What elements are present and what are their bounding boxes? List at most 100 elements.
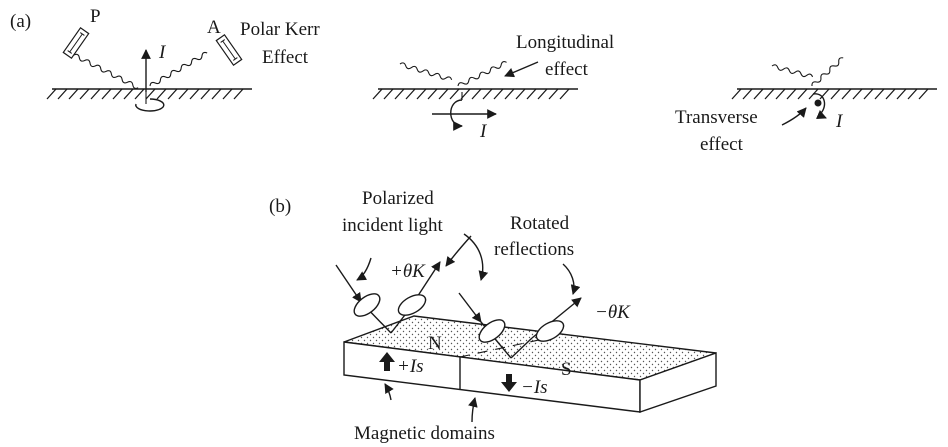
longitudinal-setup: Longitudinal effect I xyxy=(372,32,614,142)
surface-hatch-stroke xyxy=(372,88,383,100)
surface-hatch-stroke xyxy=(438,88,449,100)
surface-hatch-stroke xyxy=(167,88,178,100)
surface-hatch-stroke xyxy=(841,88,852,100)
polar-effect-label-1: Polar Kerr xyxy=(240,19,320,40)
surface-hatch-stroke xyxy=(145,88,156,100)
reflected-wave-longitudinal xyxy=(457,61,507,87)
polar-effect-label-2: Effect xyxy=(262,47,309,68)
surface-hatch-stroke xyxy=(731,88,742,100)
domain-wall-top xyxy=(459,337,549,358)
surface-hatch-stroke xyxy=(211,88,222,100)
longitudinal-label-2: effect xyxy=(545,59,589,80)
surface-hatch-stroke xyxy=(742,88,753,100)
polar-kerr-setup: P A I Polar Kerr Effect xyxy=(46,6,320,112)
polarization-ellipse-reflected-s xyxy=(535,320,565,342)
surface-hatch-stroke xyxy=(874,88,885,100)
panel-b-label: (b) xyxy=(269,196,291,217)
incident-wave-transverse xyxy=(771,64,814,78)
surface-hatch-stroke xyxy=(46,88,57,100)
panel-a: (a) P A xyxy=(10,6,937,155)
magnetic-domains-label: Magnetic domains xyxy=(354,423,495,444)
surface-hatch-stroke xyxy=(786,88,797,100)
surface-hatch-stroke xyxy=(863,88,874,100)
surface-hatch-stroke xyxy=(383,88,394,100)
panel-b: (b) xyxy=(269,188,717,444)
light-paths xyxy=(335,233,582,423)
current-label-longitudinal: I xyxy=(479,121,488,142)
pointer-longitudinal xyxy=(504,61,539,78)
surface-hatch-stroke xyxy=(852,88,863,100)
polarizer-element xyxy=(62,27,90,59)
incident-label-2: incident light xyxy=(342,215,444,236)
surface-hatch-stroke xyxy=(449,88,460,100)
surface-hatch-stroke xyxy=(112,88,123,100)
surface-hatch-stroke xyxy=(482,88,493,100)
analyzer-element xyxy=(215,34,243,66)
transverse-setup: Transverse effect I xyxy=(675,57,937,155)
surface-hatch-stroke xyxy=(222,88,233,100)
surface-hatch-stroke xyxy=(896,88,907,100)
surface-hatch-stroke xyxy=(123,88,134,100)
surface-hatch-stroke xyxy=(515,88,526,100)
surface-hatch-stroke xyxy=(797,88,808,100)
surface-longitudinal xyxy=(372,88,578,100)
theta-plus-label: +θK xyxy=(390,261,426,282)
block-side-face xyxy=(639,352,717,413)
surface-hatch-stroke xyxy=(918,88,929,100)
polarization-ellipse-reflected-n xyxy=(397,294,427,316)
analyzer-label: A xyxy=(207,17,221,38)
surface-hatch-stroke xyxy=(79,88,90,100)
surface-hatch-stroke xyxy=(885,88,896,100)
surface-hatch-stroke xyxy=(101,88,112,100)
surface-hatch-stroke xyxy=(156,88,167,100)
current-label-polar: I xyxy=(158,42,167,63)
reflected-wave-transverse xyxy=(811,57,844,87)
pointer-incident-right xyxy=(445,235,472,267)
surface-hatch-stroke xyxy=(907,88,918,100)
current-label-transverse: I xyxy=(835,111,844,132)
surface-hatch-stroke xyxy=(493,88,504,100)
surface-hatch-stroke xyxy=(134,88,145,100)
magnetic-block xyxy=(343,315,717,413)
current-loop-longitudinal xyxy=(450,99,463,131)
surface-hatch-stroke xyxy=(526,88,537,100)
surface-hatch-stroke xyxy=(57,88,68,100)
polarization-ellipse-incident-s xyxy=(478,319,506,343)
current-loop-polar xyxy=(135,98,165,112)
surface-polar xyxy=(46,88,252,100)
domain-up-arrow xyxy=(379,352,395,371)
surface-hatch-stroke xyxy=(764,88,775,100)
current-plus-label: +Is xyxy=(397,356,424,377)
surface-hatch-stroke xyxy=(200,88,211,100)
magnetization-dot-transverse xyxy=(814,99,822,107)
transverse-label-2: effect xyxy=(700,134,744,155)
surface-hatch-stroke xyxy=(830,88,841,100)
pointer-transverse xyxy=(781,107,807,126)
surface-hatch-stroke xyxy=(504,88,515,100)
current-minus-label: −Is xyxy=(521,377,548,398)
pointer-domain-left xyxy=(384,383,394,401)
domain-s-label: S xyxy=(561,359,572,380)
incident-label-1: Polarized xyxy=(362,188,434,209)
surface-hatch-stroke xyxy=(537,88,548,100)
surface-hatch-stroke xyxy=(548,88,559,100)
incident-wave-longitudinal xyxy=(399,62,453,80)
surface-hatch-stroke xyxy=(394,88,405,100)
reflected-wave-polar xyxy=(149,51,208,87)
incident-wave-polar xyxy=(73,53,139,89)
surface-hatch-stroke xyxy=(405,88,416,100)
rotated-label-1: Rotated xyxy=(510,213,570,234)
panel-a-label: (a) xyxy=(10,11,31,32)
longitudinal-label-1: Longitudinal xyxy=(516,32,614,53)
domain-n-label: N xyxy=(428,333,442,354)
surface-hatch-stroke xyxy=(189,88,200,100)
reflected-ray-s-lower xyxy=(510,337,533,359)
pointer-rotated-right xyxy=(562,263,581,295)
surface-hatch-stroke xyxy=(471,88,482,100)
rotated-label-2: reflections xyxy=(494,239,574,260)
surface-hatch-stroke xyxy=(819,88,830,100)
theta-minus-label: −θK xyxy=(595,302,631,323)
surface-hatch-stroke xyxy=(775,88,786,100)
polarizer-label: P xyxy=(90,6,101,27)
